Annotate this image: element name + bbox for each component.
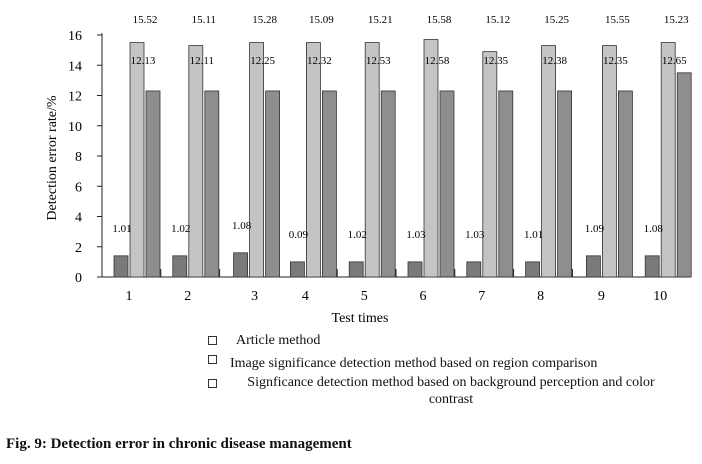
bar-series1-test4 — [289, 261, 305, 278]
bar-label-series3-test5: 12.53 — [366, 55, 391, 67]
bar-label-series2-test5: 15.21 — [368, 14, 393, 26]
bar-series3-test8 — [557, 90, 572, 278]
legend-label-background-perception: Signficance detection method based on ba… — [247, 375, 655, 407]
bar-series1-test2 — [172, 255, 188, 278]
y-tick-label-2: 2 — [75, 241, 82, 256]
bar-series2-test5 — [364, 42, 380, 278]
bar-label-series2-test9: 15.55 — [605, 14, 630, 26]
bar-series2-test6 — [423, 39, 439, 278]
legend-swatch-region-comparison — [208, 355, 217, 364]
bar-series3-test10 — [676, 72, 692, 278]
bar-label-series1-test5: 1.02 — [348, 229, 367, 241]
legend-swatch-background-perception — [208, 379, 217, 388]
bar-label-series2-test2: 15.11 — [192, 14, 216, 26]
bar-series3-test4 — [321, 90, 337, 278]
bar-label-series3-test3: 12.25 — [250, 55, 275, 67]
bar-label-series3-test7: 12.35 — [483, 55, 508, 67]
y-tick-label-6: 6 — [75, 180, 82, 195]
bar-label-series2-test8: 15.25 — [544, 14, 569, 26]
bar-label-series2-test1: 15.52 — [133, 14, 158, 26]
bar-series1-test5 — [348, 261, 364, 278]
bar-label-series3-test9: 12.35 — [603, 55, 628, 67]
bar-label-series1-test4: 0.09 — [289, 229, 309, 241]
bar-series3-test6 — [439, 90, 455, 278]
bar-series2-test8 — [541, 45, 556, 278]
bar-label-series2-test3: 15.28 — [252, 14, 277, 26]
figure-caption: Fig. 9: Detection error in chronic disea… — [6, 436, 352, 452]
bar-label-series1-test6: 1.03 — [406, 229, 426, 241]
y-tick-label-16: 16 — [68, 29, 82, 44]
bar-label-series3-test10: 12.65 — [662, 55, 687, 67]
x-tick-label-8: 8 — [537, 289, 544, 304]
bar-series1-test10 — [644, 255, 660, 278]
bar-series3-test9 — [618, 90, 633, 278]
bar-labels: 1.01 15.52 12.13 1.02 15.11 12.11 1.08 15.28 12.… — [112, 14, 689, 241]
bar-series2-test4 — [305, 42, 321, 278]
bar-label-series2-test6: 15.58 — [427, 14, 452, 26]
bar-label-series3-test8: 12.38 — [542, 55, 567, 67]
bar-series3-test2 — [204, 90, 220, 278]
bar-series1-test9 — [586, 255, 601, 278]
bar-series2-test1 — [129, 42, 145, 278]
bar-label-series3-test1: 12.13 — [131, 55, 156, 67]
y-axis-label: Detection error rate/% — [45, 95, 60, 220]
x-tick-label-1: 1 — [126, 289, 133, 304]
bar-label-series1-test8: 1.01 — [524, 229, 543, 241]
bar-label-series3-test6: 12.58 — [425, 55, 450, 67]
bar-label-series1-test1: 1.01 — [112, 223, 131, 235]
y-tick-label-10: 10 — [68, 120, 82, 135]
x-tick-label-4: 4 — [302, 289, 309, 304]
x-tick-label-2: 2 — [184, 289, 191, 304]
bar-series2-test2 — [188, 45, 204, 278]
y-axis: 0 2 4 6 8 10 12 14 16 — [68, 29, 103, 286]
bar-label-series1-test7: 1.03 — [465, 229, 485, 241]
bar-label-series3-test4: 12.32 — [307, 55, 332, 67]
bar-label-series2-test7: 15.12 — [485, 14, 510, 26]
bar-series3-test5 — [380, 90, 396, 278]
y-tick-label-4: 4 — [75, 211, 82, 226]
bar-series2-test7 — [482, 51, 498, 278]
x-tick-label-7: 7 — [478, 289, 485, 304]
bar-label-series1-test3: 1.08 — [232, 220, 252, 232]
y-tick-label-8: 8 — [75, 150, 82, 165]
bar-series2-test3 — [249, 42, 265, 278]
x-tick-label-10: 10 — [653, 289, 667, 304]
legend-label-article: Article method — [236, 333, 321, 348]
bar-series3-test1 — [145, 90, 161, 278]
bar-label-series1-test2: 1.02 — [171, 223, 190, 235]
legend-swatch-article — [208, 336, 217, 345]
bars — [113, 39, 692, 278]
legend-label-region-comparison: Image significance detection method base… — [230, 356, 598, 371]
x-axis-label: Test times — [332, 311, 389, 326]
bar-label-series1-test10: 1.08 — [644, 223, 664, 235]
bar-series1-test7 — [466, 261, 482, 278]
bar-series1-test3 — [233, 252, 249, 278]
bar-series2-test10 — [660, 42, 676, 278]
y-tick-label-12: 12 — [68, 90, 82, 105]
x-tick-label-6: 6 — [420, 289, 427, 304]
x-tick-label-9: 9 — [598, 289, 605, 304]
x-tick-label-3: 3 — [251, 289, 258, 304]
x-tick-label-5: 5 — [361, 289, 368, 304]
bar-series3-test3 — [265, 90, 281, 278]
bar-series1-test6 — [407, 261, 423, 278]
bar-label-series1-test9: 1.09 — [585, 223, 605, 235]
bar-series1-test8 — [525, 261, 540, 278]
bar-label-series2-test4: 15.09 — [309, 14, 334, 26]
bar-series2-test9 — [602, 45, 617, 278]
y-tick-label-14: 14 — [68, 59, 82, 74]
bar-label-series2-test10: 15.23 — [664, 14, 689, 26]
bar-series3-test7 — [498, 90, 514, 278]
bar-series1-test1 — [113, 255, 129, 278]
y-tick-label-0: 0 — [75, 271, 82, 286]
bar-label-series3-test2: 12.11 — [190, 55, 214, 67]
